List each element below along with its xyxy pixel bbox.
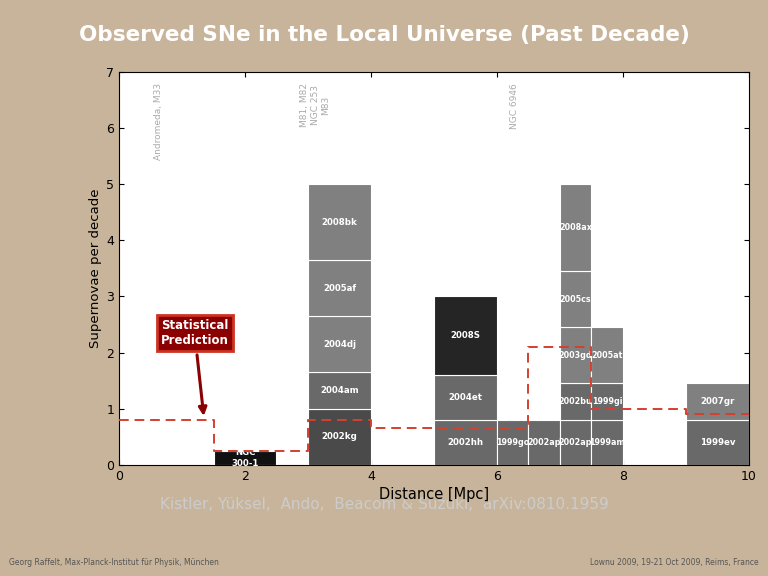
Text: Georg Raffelt, Max-Planck-Institut für Physik, München: Georg Raffelt, Max-Planck-Institut für P…: [9, 558, 219, 567]
Text: Kistler, Yüksel,  Ando,  Beacom & Suzuki,  arXiv:0810.1959: Kistler, Yüksel, Ando, Beacom & Suzuki, …: [160, 498, 608, 513]
Bar: [591, 384, 623, 420]
Bar: [214, 451, 276, 465]
Bar: [308, 409, 371, 465]
Text: 2003gd: 2003gd: [559, 351, 592, 360]
Text: 1999go: 1999go: [496, 438, 529, 447]
Bar: [686, 384, 749, 420]
Text: Andromeda, M33: Andromeda, M33: [154, 83, 163, 160]
Bar: [308, 316, 371, 372]
Text: Observed SNe in the Local Universe (Past Decade): Observed SNe in the Local Universe (Past…: [78, 25, 690, 45]
Text: M81, M82
NGC 253
M83: M81, M82 NGC 253 M83: [300, 83, 330, 127]
Bar: [308, 184, 371, 260]
Text: 2005af: 2005af: [323, 283, 356, 293]
Bar: [308, 372, 371, 409]
Bar: [434, 420, 497, 465]
Bar: [560, 384, 591, 420]
Text: Statistical
Prediction: Statistical Prediction: [161, 319, 229, 412]
Bar: [560, 271, 591, 327]
Bar: [560, 327, 591, 384]
Bar: [591, 420, 623, 465]
Text: 2002bu: 2002bu: [559, 397, 592, 406]
Text: 2008S: 2008S: [450, 331, 481, 340]
Bar: [528, 420, 560, 465]
Text: 2005at: 2005at: [591, 351, 623, 360]
Y-axis label: Supernovae per decade: Supernovae per decade: [89, 189, 102, 348]
Text: 2008bk: 2008bk: [322, 218, 357, 226]
X-axis label: Distance [Mpc]: Distance [Mpc]: [379, 487, 489, 502]
Bar: [434, 297, 497, 375]
Text: 2008ax: 2008ax: [559, 223, 592, 232]
Text: Lownu 2009, 19-21 Oct 2009, Reims, France: Lownu 2009, 19-21 Oct 2009, Reims, Franc…: [590, 558, 759, 567]
Bar: [434, 375, 497, 420]
Text: 1999ev: 1999ev: [700, 438, 735, 447]
Text: 2007gr: 2007gr: [700, 397, 734, 406]
Bar: [560, 184, 591, 271]
Text: 2002kg: 2002kg: [322, 432, 357, 441]
Text: NGC 6946: NGC 6946: [510, 83, 519, 129]
Text: 2002ap: 2002ap: [559, 438, 592, 447]
Text: 1999gi: 1999gi: [592, 397, 622, 406]
Text: 2002hh: 2002hh: [448, 438, 483, 447]
Text: 1999am: 1999am: [589, 438, 625, 447]
Text: 2002ap: 2002ap: [528, 438, 561, 447]
Text: NGC
300-1: NGC 300-1: [231, 448, 259, 468]
Bar: [591, 327, 623, 384]
Text: 2005cs: 2005cs: [560, 295, 591, 304]
Text: 2004dj: 2004dj: [323, 340, 356, 348]
Text: 2004et: 2004et: [449, 393, 482, 402]
Text: 2004am: 2004am: [320, 386, 359, 395]
Bar: [497, 420, 528, 465]
Bar: [686, 420, 749, 465]
Bar: [308, 260, 371, 316]
Bar: [560, 420, 591, 465]
